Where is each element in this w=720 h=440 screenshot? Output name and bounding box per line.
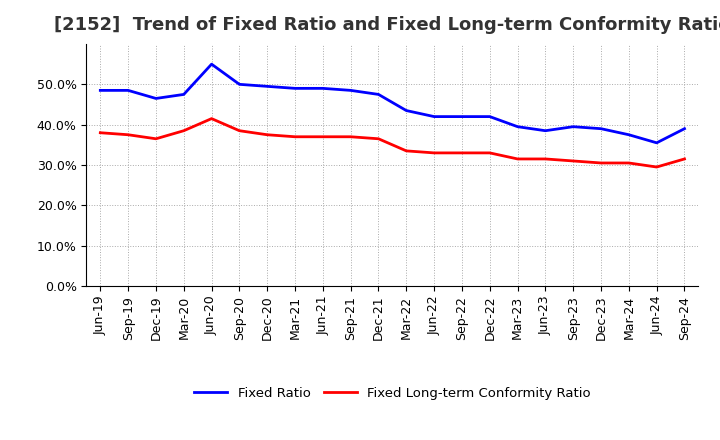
Line: Fixed Ratio: Fixed Ratio xyxy=(100,64,685,143)
Fixed Ratio xyxy=(541,128,550,133)
Fixed Ratio xyxy=(569,124,577,129)
Fixed Ratio xyxy=(207,62,216,67)
Fixed Ratio xyxy=(152,96,161,101)
Fixed Ratio xyxy=(346,88,355,93)
Fixed Long-term Conformity Ratio xyxy=(569,158,577,164)
Fixed Ratio xyxy=(513,124,522,129)
Fixed Long-term Conformity Ratio xyxy=(152,136,161,141)
Fixed Ratio xyxy=(179,92,188,97)
Fixed Long-term Conformity Ratio xyxy=(541,156,550,161)
Fixed Long-term Conformity Ratio xyxy=(263,132,271,137)
Fixed Long-term Conformity Ratio xyxy=(207,116,216,121)
Fixed Ratio xyxy=(624,132,633,137)
Fixed Long-term Conformity Ratio xyxy=(652,165,661,170)
Fixed Long-term Conformity Ratio xyxy=(513,156,522,161)
Fixed Long-term Conformity Ratio xyxy=(346,134,355,139)
Fixed Ratio xyxy=(597,126,606,131)
Fixed Ratio xyxy=(680,126,689,131)
Fixed Ratio xyxy=(652,140,661,146)
Title: [2152]  Trend of Fixed Ratio and Fixed Long-term Conformity Ratio: [2152] Trend of Fixed Ratio and Fixed Lo… xyxy=(54,16,720,34)
Fixed Ratio xyxy=(96,88,104,93)
Fixed Long-term Conformity Ratio xyxy=(458,150,467,156)
Line: Fixed Long-term Conformity Ratio: Fixed Long-term Conformity Ratio xyxy=(100,119,685,167)
Fixed Long-term Conformity Ratio xyxy=(402,148,410,154)
Fixed Ratio xyxy=(291,86,300,91)
Fixed Long-term Conformity Ratio xyxy=(485,150,494,156)
Fixed Ratio xyxy=(235,82,243,87)
Fixed Long-term Conformity Ratio xyxy=(235,128,243,133)
Fixed Ratio xyxy=(458,114,467,119)
Fixed Long-term Conformity Ratio xyxy=(179,128,188,133)
Fixed Long-term Conformity Ratio xyxy=(597,160,606,165)
Fixed Long-term Conformity Ratio xyxy=(318,134,327,139)
Fixed Ratio xyxy=(124,88,132,93)
Fixed Ratio xyxy=(374,92,383,97)
Legend: Fixed Ratio, Fixed Long-term Conformity Ratio: Fixed Ratio, Fixed Long-term Conformity … xyxy=(189,381,596,405)
Fixed Long-term Conformity Ratio xyxy=(680,156,689,161)
Fixed Long-term Conformity Ratio xyxy=(291,134,300,139)
Fixed Long-term Conformity Ratio xyxy=(430,150,438,156)
Fixed Ratio xyxy=(485,114,494,119)
Fixed Ratio xyxy=(430,114,438,119)
Fixed Ratio xyxy=(318,86,327,91)
Fixed Long-term Conformity Ratio xyxy=(624,160,633,165)
Fixed Long-term Conformity Ratio xyxy=(124,132,132,137)
Fixed Ratio xyxy=(402,108,410,113)
Fixed Long-term Conformity Ratio xyxy=(374,136,383,141)
Fixed Long-term Conformity Ratio xyxy=(96,130,104,136)
Fixed Ratio xyxy=(263,84,271,89)
